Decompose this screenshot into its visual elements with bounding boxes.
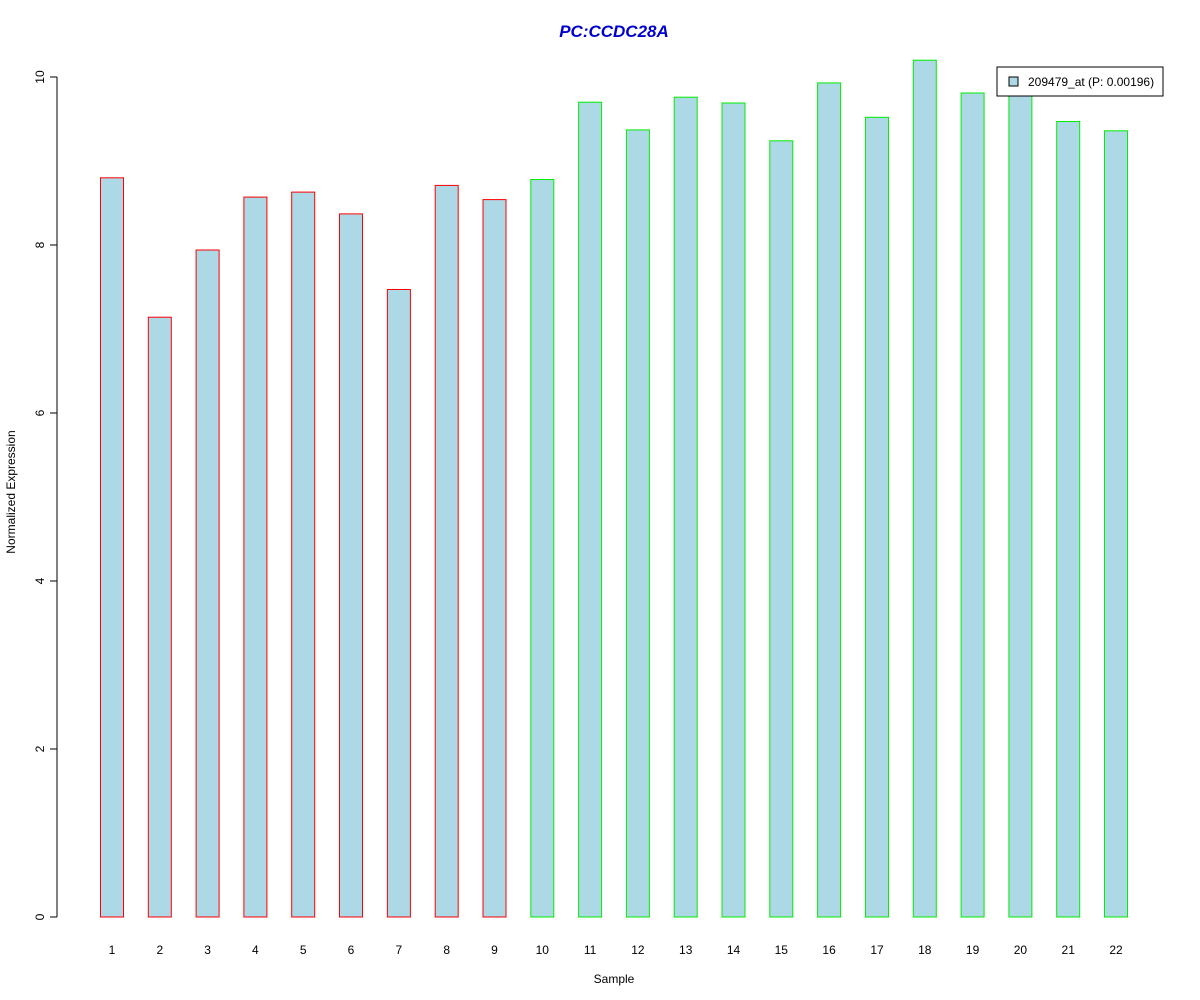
y-tick-label: 2 xyxy=(33,745,47,752)
y-tick-label: 10 xyxy=(33,70,47,84)
y-tick-label: 4 xyxy=(33,577,47,584)
bar-sample-14 xyxy=(721,102,746,918)
x-tick-label-12: 12 xyxy=(631,943,645,957)
x-tick-label-4: 4 xyxy=(252,943,259,957)
bar-sample-3 xyxy=(195,249,220,918)
x-tick-label-9: 9 xyxy=(491,943,498,957)
legend-swatch xyxy=(1008,76,1019,87)
x-tick-label-6: 6 xyxy=(348,943,355,957)
x-axis-label: Sample xyxy=(594,972,635,986)
x-tick-label-22: 22 xyxy=(1109,943,1123,957)
bar-sample-11 xyxy=(578,101,603,918)
bar-sample-7 xyxy=(386,289,411,918)
bar-sample-22 xyxy=(1104,130,1128,918)
bar-sample-19 xyxy=(960,92,985,918)
y-axis-label: Normalized Expression xyxy=(4,430,18,553)
bars xyxy=(100,59,1128,918)
x-tick-label-15: 15 xyxy=(775,943,789,957)
bar-sample-10 xyxy=(530,179,555,918)
bar-sample-17 xyxy=(865,116,889,918)
x-tick-label-10: 10 xyxy=(536,943,550,957)
x-tick-label-17: 17 xyxy=(870,943,884,957)
x-tick-label-8: 8 xyxy=(443,943,450,957)
bar-sample-16 xyxy=(817,82,842,918)
bar-sample-12 xyxy=(625,129,650,918)
x-tick-label-20: 20 xyxy=(1014,943,1028,957)
x-tick-label-18: 18 xyxy=(918,943,932,957)
x-tick-label-3: 3 xyxy=(204,943,211,957)
bar-sample-6 xyxy=(339,213,363,918)
bar-sample-18 xyxy=(912,59,937,918)
y-tick-label: 8 xyxy=(33,241,47,248)
bar-sample-21 xyxy=(1056,121,1081,918)
chart-title: PC:CCDC28A xyxy=(559,22,669,41)
bar-sample-5 xyxy=(291,191,316,918)
legend-label: 209479_at (P: 0.00196) xyxy=(1028,75,1154,89)
x-tick-label-5: 5 xyxy=(300,943,307,957)
bar-sample-2 xyxy=(147,316,172,918)
x-tick-label-21: 21 xyxy=(1062,943,1076,957)
x-tick-label-14: 14 xyxy=(727,943,741,957)
legend-box xyxy=(996,66,1164,97)
bar-sample-15 xyxy=(769,140,794,918)
x-tick-label-7: 7 xyxy=(396,943,403,957)
bar-sample-4 xyxy=(243,196,268,918)
x-tick-label-19: 19 xyxy=(966,943,980,957)
y-tick-label: 6 xyxy=(33,409,47,416)
x-tick-label-13: 13 xyxy=(679,943,693,957)
bar-sample-9 xyxy=(482,199,507,918)
x-tick-label-1: 1 xyxy=(109,943,116,957)
bar-sample-20 xyxy=(1008,93,1033,918)
bar-sample-13 xyxy=(673,96,698,918)
y-tick-label: 0 xyxy=(33,913,47,920)
bar-sample-8 xyxy=(434,184,459,918)
x-tick-labels: 1 2 3 4 5 6 7 8 9 10 11 12 13 14 15 16 17 18 19 20 21 22 xyxy=(109,943,1123,957)
x-tick-label-2: 2 xyxy=(156,943,163,957)
y-axis: 0 2 4 6 8 10 xyxy=(33,70,58,920)
legend: 209479_at (P: 0.00196) xyxy=(996,66,1164,97)
x-tick-label-16: 16 xyxy=(822,943,836,957)
x-tick-label-11: 11 xyxy=(584,943,597,957)
bar-sample-1 xyxy=(100,177,124,918)
